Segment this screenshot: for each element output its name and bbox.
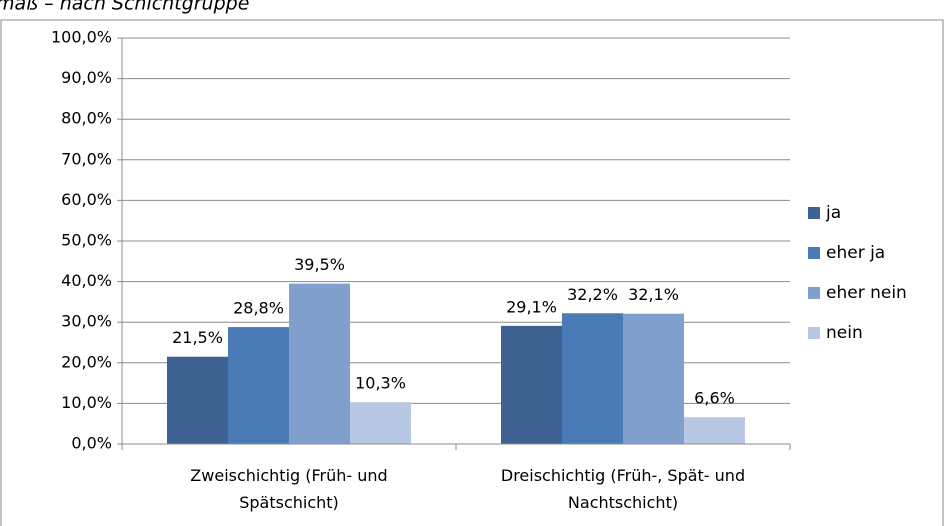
x-tick-label: Zweischichtig (Früh- und Spätschicht) (190, 466, 388, 512)
chart-title: maß – nach Schichtgruppe (0, 0, 249, 15)
chart-frame (0, 19, 944, 526)
y-tick-label: 0,0% (71, 434, 112, 453)
bar (623, 313, 684, 444)
data-label: 21,5% (172, 328, 223, 347)
bar (562, 313, 623, 444)
data-label: 32,1% (628, 285, 679, 304)
legend-label: ja (825, 203, 841, 223)
legend-swatch (808, 247, 820, 259)
legend-label: eher ja (826, 243, 885, 263)
legend-label: eher nein (826, 283, 907, 303)
y-tick-label: 80,0% (61, 109, 112, 128)
legend-swatch (808, 327, 820, 339)
y-tick-label: 50,0% (61, 231, 112, 250)
data-label: 6,6% (694, 389, 735, 408)
y-tick-label: 10,0% (61, 393, 112, 412)
x-tick-label: Dreischichtig (Früh-, Spät- und Nachtsch… (500, 466, 746, 512)
bar (228, 327, 289, 444)
bar (501, 325, 562, 444)
bar (350, 402, 411, 444)
y-tick-label: 60,0% (61, 190, 112, 209)
bar (167, 356, 228, 444)
legend-swatch (808, 207, 820, 219)
bar (289, 283, 350, 444)
y-tick-label: 40,0% (61, 271, 112, 290)
y-tick-label: 70,0% (61, 149, 112, 168)
data-label: 10,3% (355, 374, 406, 393)
y-tick-label: 20,0% (61, 352, 112, 371)
data-label: 39,5% (294, 255, 345, 274)
data-label: 32,2% (567, 285, 618, 304)
data-label: 28,8% (233, 299, 284, 318)
bar (684, 417, 745, 444)
y-tick-label: 100,0% (51, 28, 112, 47)
legend-swatch (808, 287, 820, 299)
legend-label: nein (826, 323, 863, 343)
data-label: 29,1% (506, 297, 557, 316)
y-tick-label: 30,0% (61, 312, 112, 331)
y-tick-label: 90,0% (61, 68, 112, 87)
